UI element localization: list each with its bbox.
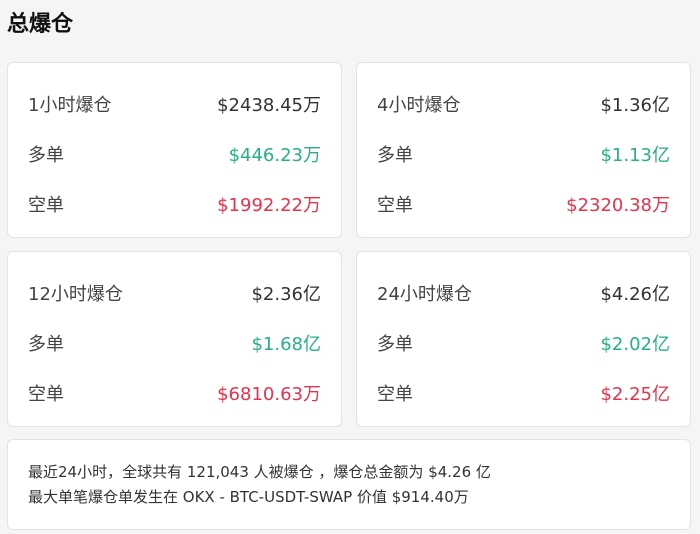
row-value: $6810.63万: [217, 384, 321, 405]
row-label: 多单: [377, 334, 413, 355]
row-label: 4小时爆仓: [377, 95, 461, 116]
long-row: 多单 $1.68亿: [28, 330, 321, 356]
short-row: 空单 $2.25亿: [377, 380, 670, 406]
row-label: 空单: [28, 195, 64, 216]
total-row: 1小时爆仓 $2438.45万: [28, 91, 321, 117]
row-value: $2.36亿: [251, 284, 321, 305]
row-value: $4.26亿: [600, 284, 670, 305]
long-row: 多单 $2.02亿: [377, 330, 670, 356]
row-label: 24小时爆仓: [377, 284, 472, 305]
row-value: $2.02亿: [600, 334, 670, 355]
row-label: 多单: [28, 334, 64, 355]
row-value: $1992.22万: [217, 195, 321, 216]
liquidation-card: 4小时爆仓 $1.36亿多单 $1.13亿空单 $2320.38万: [356, 62, 691, 238]
row-label: 多单: [377, 145, 413, 166]
row-label: 12小时爆仓: [28, 284, 123, 305]
summary-line-1: 最近24小时，全球共有 121,043 人被爆仓 ，爆仓总金额为 $4.26 亿: [28, 463, 491, 481]
liquidation-card: 1小时爆仓 $2438.45万多单 $446.23万空单 $1992.22万: [7, 62, 342, 238]
row-label: 空单: [28, 384, 64, 405]
row-label: 多单: [28, 145, 64, 166]
page-title: 总爆仓: [7, 12, 74, 37]
liquidation-card: 12小时爆仓 $2.36亿多单 $1.68亿空单 $6810.63万: [7, 251, 342, 427]
row-value: $2438.45万: [217, 95, 321, 116]
total-row: 12小时爆仓 $2.36亿: [28, 280, 321, 306]
row-label: 1小时爆仓: [28, 95, 112, 116]
row-value: $446.23万: [228, 145, 321, 166]
row-value: $1.13亿: [600, 145, 670, 166]
row-value: $2.25亿: [600, 384, 670, 405]
summary-card: 最近24小时，全球共有 121,043 人被爆仓 ，爆仓总金额为 $4.26 亿…: [7, 439, 691, 530]
row-value: $2320.38万: [566, 195, 670, 216]
long-row: 多单 $446.23万: [28, 141, 321, 167]
total-row: 24小时爆仓 $4.26亿: [377, 280, 670, 306]
total-row: 4小时爆仓 $1.36亿: [377, 91, 670, 117]
row-value: $1.68亿: [251, 334, 321, 355]
row-label: 空单: [377, 384, 413, 405]
short-row: 空单 $2320.38万: [377, 191, 670, 217]
long-row: 多单 $1.13亿: [377, 141, 670, 167]
summary-line-2: 最大单笔爆仓单发生在 OKX - BTC-USDT-SWAP 价值 $914.4…: [28, 488, 469, 506]
row-label: 空单: [377, 195, 413, 216]
short-row: 空单 $1992.22万: [28, 191, 321, 217]
liquidation-card: 24小时爆仓 $4.26亿多单 $2.02亿空单 $2.25亿: [356, 251, 691, 427]
short-row: 空单 $6810.63万: [28, 380, 321, 406]
row-value: $1.36亿: [600, 95, 670, 116]
